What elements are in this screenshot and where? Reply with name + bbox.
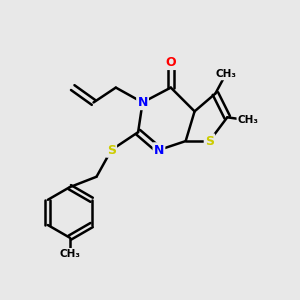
Text: CH₃: CH₃	[215, 69, 236, 79]
Text: S: S	[107, 143, 116, 157]
Text: N: N	[137, 96, 148, 109]
Text: O: O	[166, 56, 176, 69]
Text: S: S	[205, 135, 214, 148]
Text: N: N	[154, 143, 164, 157]
Text: CH₃: CH₃	[238, 115, 259, 125]
Text: CH₃: CH₃	[59, 249, 80, 259]
